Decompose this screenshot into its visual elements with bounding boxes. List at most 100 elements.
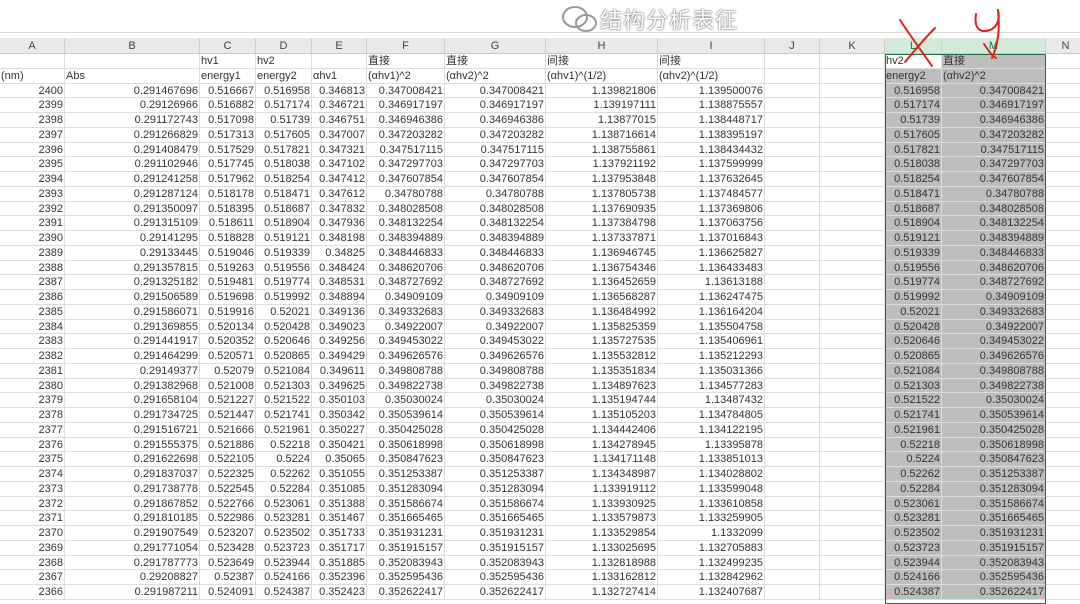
cell-A[interactable]: 2391 xyxy=(0,216,65,231)
cell-L[interactable]: 0.52021 xyxy=(885,304,942,320)
cell-H[interactable]: 1.136452659 xyxy=(546,275,658,290)
cell-K[interactable] xyxy=(820,127,885,143)
cell-D[interactable]: 0.51739 xyxy=(256,113,312,128)
cell-I[interactable]: 1.134122195 xyxy=(658,422,765,438)
cell-D[interactable]: 0.521084 xyxy=(256,363,312,379)
cell-E[interactable]: 0.350342 xyxy=(312,408,367,423)
cell-N[interactable] xyxy=(1046,349,1080,364)
cell-L[interactable]: 0.524166 xyxy=(885,570,942,585)
cell-I[interactable]: 1.13487432 xyxy=(658,393,765,408)
cell-B[interactable]: 0.291357815 xyxy=(65,260,200,276)
cell-G[interactable]: 0.352595436 xyxy=(445,570,546,585)
cell-D[interactable]: 0.523281 xyxy=(256,511,312,526)
cell-A[interactable]: 2379 xyxy=(0,393,65,408)
cell-H[interactable]: 1.137690935 xyxy=(546,201,658,217)
cell-H[interactable]: 1.133919112 xyxy=(546,481,658,497)
header-cell-G[interactable]: (αhv2)^2 xyxy=(445,68,546,84)
cell-C[interactable]: 0.521886 xyxy=(200,437,256,453)
cell-B[interactable]: 0.291408479 xyxy=(65,142,200,158)
header-cell-J[interactable] xyxy=(765,68,820,84)
cell-K[interactable] xyxy=(820,216,885,231)
cell-J[interactable] xyxy=(765,437,820,453)
header-cell-I[interactable]: 间接 xyxy=(658,54,765,69)
cell-L[interactable]: 0.519774 xyxy=(885,275,942,290)
cell-M[interactable]: 0.349808788 xyxy=(942,363,1046,379)
cell-N[interactable] xyxy=(1046,172,1080,187)
cell-N[interactable] xyxy=(1046,290,1080,305)
cell-J[interactable] xyxy=(765,378,820,394)
cell-J[interactable] xyxy=(765,260,820,276)
cell-J[interactable] xyxy=(765,98,820,113)
cell-G[interactable]: 0.34780788 xyxy=(445,186,546,202)
cell-A[interactable]: 2375 xyxy=(0,452,65,467)
cell-I[interactable]: 1.134577283 xyxy=(658,378,765,394)
cell-N[interactable] xyxy=(1046,305,1080,320)
cell-E[interactable]: 0.350421 xyxy=(312,437,367,453)
cell-F[interactable]: 0.351931231 xyxy=(367,526,445,541)
cell-K[interactable] xyxy=(820,526,885,541)
cell-I[interactable]: 1.136625827 xyxy=(658,245,765,261)
cell-L[interactable]: 0.523944 xyxy=(885,555,942,571)
cell-F[interactable]: 0.349332683 xyxy=(367,304,445,320)
cell-L[interactable]: 0.52218 xyxy=(885,437,942,453)
cell-I[interactable]: 1.135504758 xyxy=(658,319,765,335)
cell-H[interactable]: 1.133025695 xyxy=(546,540,658,556)
cell-H[interactable]: 1.132727414 xyxy=(546,585,658,600)
cell-B[interactable]: 0.291506589 xyxy=(65,290,200,305)
cell-D[interactable]: 0.519121 xyxy=(256,231,312,246)
header-cell-M[interactable]: 直接 xyxy=(942,54,1046,69)
cell-L[interactable]: 0.521303 xyxy=(885,378,942,394)
cell-L[interactable]: 0.523061 xyxy=(885,496,942,512)
cell-G[interactable]: 0.351931231 xyxy=(445,526,546,541)
cell-J[interactable] xyxy=(765,349,820,364)
cell-N[interactable] xyxy=(1046,526,1080,541)
cell-K[interactable] xyxy=(820,142,885,158)
cell-F[interactable]: 0.348727692 xyxy=(367,275,445,290)
cell-M[interactable]: 0.348394889 xyxy=(942,231,1046,246)
cell-F[interactable]: 0.351915157 xyxy=(367,540,445,556)
cell-J[interactable] xyxy=(765,363,820,379)
cell-I[interactable]: 1.137016843 xyxy=(658,231,765,246)
cell-C[interactable]: 0.521008 xyxy=(200,378,256,394)
cell-J[interactable] xyxy=(765,231,820,246)
cell-C[interactable]: 0.518178 xyxy=(200,186,256,202)
header-cell-G[interactable]: 直接 xyxy=(445,54,546,69)
column-header-K[interactable]: K xyxy=(820,38,885,54)
cell-F[interactable]: 0.347297703 xyxy=(367,157,445,172)
cell-I[interactable]: 1.134784805 xyxy=(658,408,765,423)
cell-A[interactable]: 2397 xyxy=(0,127,65,143)
cell-H[interactable]: 1.134278945 xyxy=(546,437,658,453)
cell-B[interactable]: 0.291907549 xyxy=(65,526,200,541)
cell-I[interactable]: 1.137599999 xyxy=(658,157,765,172)
cell-D[interactable]: 0.521961 xyxy=(256,422,312,438)
cell-M[interactable]: 0.348446833 xyxy=(942,245,1046,261)
cell-E[interactable]: 0.34825 xyxy=(312,245,367,261)
cell-K[interactable] xyxy=(820,201,885,217)
cell-B[interactable]: 0.291867852 xyxy=(65,496,200,512)
cell-I[interactable]: 1.133610858 xyxy=(658,496,765,512)
cell-K[interactable] xyxy=(820,363,885,379)
cell-K[interactable] xyxy=(820,172,885,187)
cell-N[interactable] xyxy=(1046,216,1080,231)
column-header-C[interactable]: C xyxy=(200,38,256,54)
cell-N[interactable] xyxy=(1046,320,1080,335)
cell-L[interactable]: 0.516958 xyxy=(885,83,942,99)
cell-N[interactable] xyxy=(1046,187,1080,202)
cell-B[interactable]: 0.291987211 xyxy=(65,585,200,600)
cell-M[interactable]: 0.350618998 xyxy=(942,437,1046,453)
cell-D[interactable]: 0.524166 xyxy=(256,570,312,585)
cell-D[interactable]: 0.521741 xyxy=(256,408,312,423)
cell-I[interactable]: 1.135406961 xyxy=(658,334,765,349)
column-header-H[interactable]: H xyxy=(546,38,658,54)
cell-K[interactable] xyxy=(820,290,885,305)
cell-J[interactable] xyxy=(765,585,820,600)
cell-C[interactable]: 0.524091 xyxy=(200,585,256,600)
cell-I[interactable]: 1.133259905 xyxy=(658,511,765,526)
cell-A[interactable]: 2377 xyxy=(0,422,65,438)
cell-E[interactable]: 0.351467 xyxy=(312,511,367,526)
cell-L[interactable]: 0.52284 xyxy=(885,481,942,497)
cell-D[interactable]: 0.517821 xyxy=(256,142,312,158)
cell-E[interactable]: 0.351733 xyxy=(312,526,367,541)
cell-M[interactable]: 0.349332683 xyxy=(942,304,1046,320)
cell-M[interactable]: 0.352595436 xyxy=(942,570,1046,585)
